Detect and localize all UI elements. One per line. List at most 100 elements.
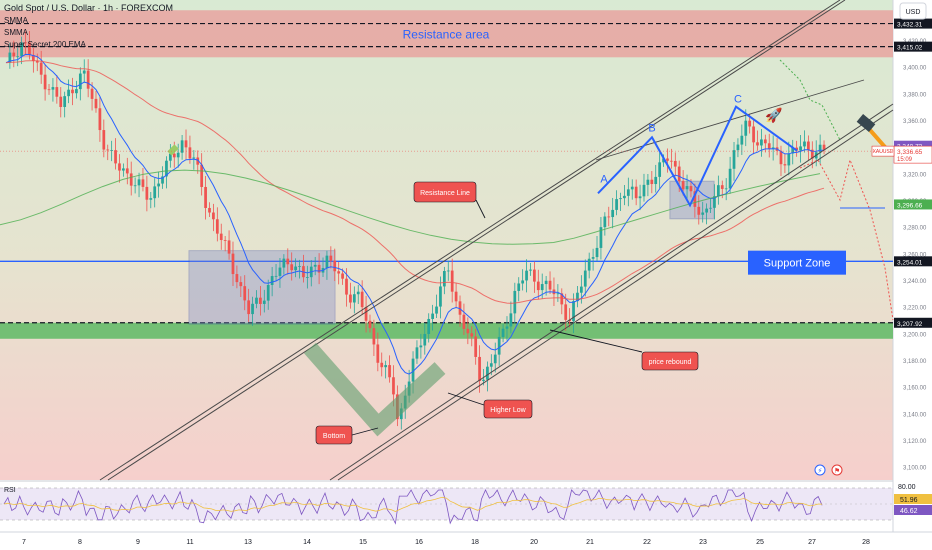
candle-body	[188, 147, 192, 159]
candle-body	[165, 160, 168, 177]
channel-upper-line-2[interactable]	[107, 0, 846, 481]
candle-body	[239, 282, 243, 287]
candle-body	[172, 153, 176, 158]
candle-body	[497, 336, 501, 355]
candle-body	[325, 255, 329, 269]
lightning-glyph: ⚡	[818, 467, 823, 475]
candle-body	[587, 258, 591, 271]
smma-fast-line	[5, 53, 825, 375]
candle-body	[122, 168, 125, 171]
higher-low-callout-box[interactable]	[483, 399, 533, 419]
candle-body	[474, 336, 478, 357]
rsi-label[interactable]: RSI	[4, 487, 16, 494]
y-tick-label: 3,240.00	[903, 279, 927, 285]
time-axis[interactable]	[0, 532, 932, 550]
y-tick-label: 3,400.00	[903, 66, 927, 72]
candle-body	[818, 144, 822, 153]
wave-b-label: B	[648, 122, 655, 134]
candle-body	[740, 135, 744, 145]
candle-body	[192, 157, 196, 159]
flag-icon[interactable]	[831, 464, 843, 476]
legend-indicator-smma-2[interactable]: SMMA	[4, 28, 29, 37]
candle-body	[337, 271, 341, 274]
price-badge[interactable]	[894, 256, 932, 267]
y-tick-label: 3,280.00	[903, 226, 927, 232]
candle-body	[505, 326, 509, 329]
higher-low-callout-label: Higher Low	[490, 407, 526, 414]
candle-body	[35, 61, 39, 63]
y-tick-label: 3,360.00	[903, 119, 927, 125]
candle-body	[579, 286, 583, 293]
candle-body	[681, 181, 685, 190]
candle-body	[259, 297, 262, 304]
candle-body	[619, 198, 622, 200]
rsi-value-badge-1	[894, 494, 932, 504]
candle-body	[262, 300, 266, 304]
candle-body	[540, 284, 544, 291]
candle-body	[274, 275, 278, 277]
abc-pattern-line[interactable]	[597, 105, 798, 208]
price-badge[interactable]	[894, 140, 932, 151]
candle-body	[560, 293, 564, 305]
x-tick-label: 8	[78, 539, 82, 546]
candle-body	[212, 212, 215, 220]
y-tick-label: 3,140.00	[903, 412, 927, 418]
candle-body	[12, 52, 16, 57]
candle-body	[125, 168, 129, 174]
price-badge[interactable]	[894, 18, 932, 29]
bullish-projection	[779, 59, 841, 141]
candle-body	[227, 240, 231, 254]
v-bottom-shape	[304, 342, 446, 437]
candle-body	[223, 240, 227, 241]
candle-body	[352, 294, 356, 303]
candle-body	[767, 143, 771, 149]
candle-body	[349, 294, 352, 303]
candle-body	[442, 271, 446, 287]
legend-symbol[interactable]: Gold Spot / U.S. Dollar · 1h · FOREXCOM	[4, 3, 173, 13]
candle-body	[28, 42, 31, 56]
legend-indicator-smma-1[interactable]: SMMA	[4, 16, 29, 25]
candle-body	[556, 293, 560, 295]
price-badge[interactable]	[894, 317, 932, 328]
resistance-line-callout-box[interactable]	[413, 181, 477, 203]
currency-button[interactable]	[899, 2, 927, 20]
price-rebound-callout-box[interactable]	[641, 351, 699, 371]
candle-body	[564, 304, 568, 320]
candle-body	[208, 207, 211, 213]
candle-body	[591, 257, 595, 259]
candle-body	[673, 160, 677, 167]
bottom-callout-pointer	[351, 427, 379, 436]
candle-body	[423, 333, 427, 346]
candle-body	[71, 89, 74, 94]
x-tick-label: 27	[808, 539, 816, 546]
price-badge[interactable]	[894, 199, 932, 210]
candle-body	[51, 87, 55, 90]
channel-upper-line-1[interactable]	[99, 0, 841, 481]
y-tick-label: 3,380.00	[903, 92, 927, 98]
candle-body	[666, 158, 669, 161]
channel-lower-line-2[interactable]	[337, 109, 894, 481]
candle-body	[380, 362, 384, 368]
y-tick-label: 3,180.00	[903, 359, 927, 365]
candle-body	[63, 96, 67, 107]
candle-body	[752, 126, 755, 143]
consolidation-box[interactable]	[188, 250, 336, 325]
candle-body	[576, 292, 579, 302]
lightning-icon[interactable]	[814, 464, 826, 476]
candle-body	[623, 195, 626, 199]
legend-indicator-ema[interactable]: Super Secret 200 EMA	[4, 40, 86, 49]
y-tick-label: 3,260.00	[903, 252, 927, 258]
x-tick-label: 28	[862, 539, 870, 546]
price-badge-timer: 15:09	[897, 157, 913, 163]
bottom-callout-label: Bottom	[323, 433, 345, 440]
x-tick-label: 13	[244, 539, 252, 546]
price-badge[interactable]	[894, 41, 932, 52]
y-tick-label: 3,160.00	[903, 386, 927, 392]
price-badge-value: 3,254.01	[897, 259, 923, 266]
main-pane-bg	[0, 0, 893, 480]
support-zone-box[interactable]	[748, 250, 846, 275]
bottom-callout-box[interactable]	[315, 425, 353, 445]
channel-lower-line-1[interactable]	[329, 103, 894, 481]
wave-c-label: C	[734, 94, 742, 106]
